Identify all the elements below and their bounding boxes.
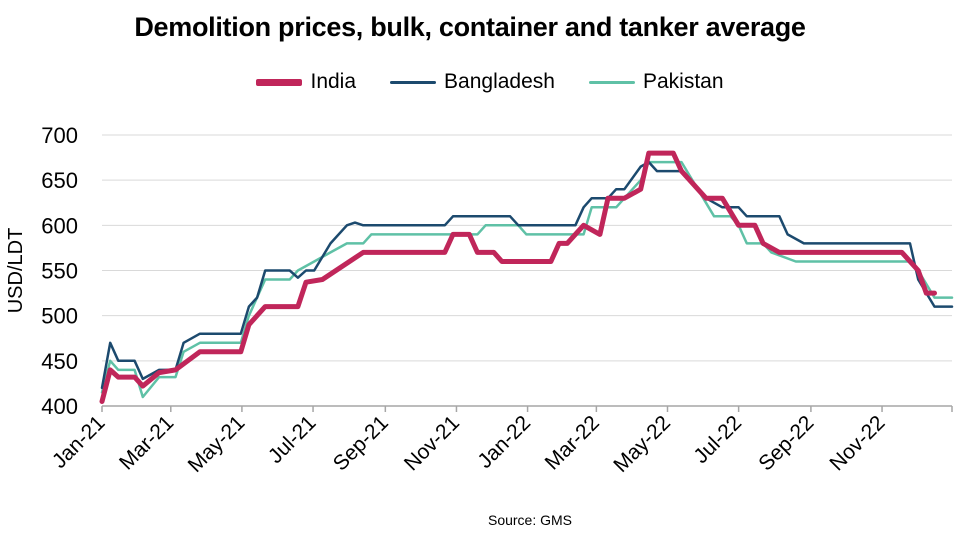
y-tick-label-400: 400 bbox=[41, 394, 78, 419]
x-tick-label-9: Jul-22 bbox=[689, 411, 746, 468]
legend-label-bangladesh: Bangladesh bbox=[444, 70, 555, 93]
y-tick-label-600: 600 bbox=[41, 213, 78, 238]
x-tick-label-5: Nov-21 bbox=[400, 411, 464, 475]
chart-source: Source: GMS bbox=[487, 512, 573, 528]
x-tick-label-2: May-21 bbox=[184, 411, 250, 477]
x-tick-label-8: May-22 bbox=[609, 411, 675, 477]
x-tick-label-10: Sep-22 bbox=[754, 411, 818, 475]
y-tick-label-450: 450 bbox=[41, 349, 78, 374]
legend-item-pakistan: Pakistan bbox=[588, 70, 724, 94]
legend-label-india: India bbox=[310, 70, 357, 93]
legend-swatch-bangladesh bbox=[390, 80, 437, 84]
legend-swatch-pakistan bbox=[588, 80, 635, 84]
x-tick-label-0: Jan-21 bbox=[48, 411, 110, 473]
series-line-pakistan bbox=[100, 160, 954, 399]
x-tick-label-4: Sep-21 bbox=[329, 411, 393, 475]
x-tick-label-11: Nov-22 bbox=[825, 411, 889, 475]
chart-title: Demolition prices, bulk, container and t… bbox=[134, 12, 806, 42]
x-tick-label-3: Jul-21 bbox=[264, 411, 321, 468]
legend-item-india: India bbox=[256, 70, 356, 94]
legend-item-bangladesh: Bangladesh bbox=[390, 70, 555, 94]
y-tick-label-650: 650 bbox=[41, 168, 78, 193]
x-tick-label-1: Mar-21 bbox=[115, 411, 178, 474]
chart-legend: India Bangladesh Pakistan bbox=[0, 70, 960, 94]
series-line-india bbox=[99, 150, 937, 404]
x-tick-label-7: Mar-22 bbox=[541, 411, 604, 474]
y-tick-label-550: 550 bbox=[41, 259, 78, 284]
y-axis-label: USD/LDT bbox=[5, 228, 27, 314]
x-tick-label-6: Jan-22 bbox=[473, 411, 535, 473]
series-line-bangladesh bbox=[100, 160, 954, 390]
y-tick-label-500: 500 bbox=[41, 304, 78, 329]
legend-label-pakistan: Pakistan bbox=[642, 70, 724, 93]
legend-swatch-india bbox=[256, 78, 303, 86]
y-tick-label-700: 700 bbox=[41, 123, 78, 148]
